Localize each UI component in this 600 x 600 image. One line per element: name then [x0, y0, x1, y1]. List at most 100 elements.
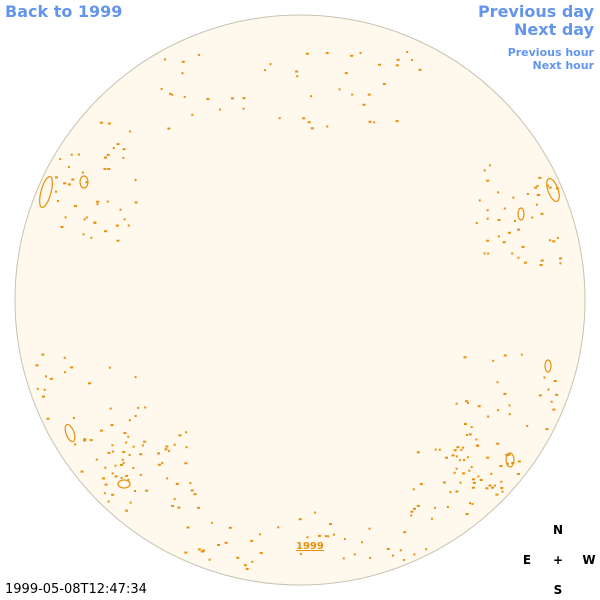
spot-mark [134, 490, 136, 492]
spot-mark [546, 184, 549, 187]
spot-mark [373, 121, 376, 124]
spot-mark [57, 200, 59, 202]
spot-mark [368, 120, 372, 123]
spot-mark [477, 405, 481, 408]
spot-mark [552, 408, 556, 411]
spot-mark [547, 388, 550, 391]
spot-mark [469, 502, 471, 505]
spot-mark [109, 407, 112, 410]
spot-mark [445, 456, 448, 459]
spot-mark [478, 199, 481, 202]
spot-mark [299, 552, 302, 555]
spot-mark [344, 72, 348, 75]
compass-east: E [522, 553, 532, 567]
spot-mark [122, 451, 126, 453]
spot-mark [556, 237, 559, 239]
spot-mark [145, 489, 149, 492]
spot-mark [490, 472, 493, 475]
spot-mark [137, 406, 140, 409]
spot-mark [114, 464, 117, 467]
spot-mark [120, 463, 123, 466]
spot-mark [70, 366, 74, 369]
spot-mark [540, 259, 544, 262]
spot-mark [508, 413, 511, 416]
spot-mark [442, 481, 446, 484]
spot-mark [161, 461, 164, 464]
previous-day-link[interactable]: Previous day [477, 2, 594, 21]
spot-mark [559, 262, 562, 265]
spot-mark [497, 219, 501, 221]
spot-mark [185, 431, 188, 434]
spot-mark [458, 459, 461, 462]
spot-mark [506, 462, 509, 465]
spot-mark [470, 426, 473, 428]
spot-mark [476, 444, 479, 447]
spot-mark [463, 356, 467, 359]
spot-mark [67, 165, 70, 168]
spot-mark [202, 549, 206, 552]
spot-mark [412, 488, 415, 491]
contour [517, 207, 525, 221]
spot-mark [127, 435, 130, 438]
spot-mark [540, 212, 544, 215]
spot-mark [332, 533, 335, 536]
compass-north: N [552, 523, 564, 537]
spot-mark [471, 486, 475, 489]
spot-mark [122, 461, 125, 464]
spot-mark [143, 440, 147, 443]
back-link[interactable]: Back to 1999 [5, 2, 123, 21]
spot-mark [451, 454, 455, 457]
spot-mark [464, 423, 467, 425]
spot-mark [90, 236, 93, 239]
next-hour-link[interactable]: Next hour [532, 59, 595, 72]
spot-mark [399, 549, 402, 552]
spot-mark [190, 489, 194, 492]
spot-mark [359, 52, 362, 55]
spot-mark [511, 252, 514, 255]
spot-mark [419, 483, 423, 486]
spot-mark [538, 176, 542, 179]
spot-mark [63, 356, 66, 359]
spot-mark [59, 158, 62, 161]
spot-mark [495, 493, 499, 496]
spot-mark [500, 480, 503, 483]
spot-mark [269, 63, 272, 66]
next-day-link[interactable]: Next day [514, 20, 594, 39]
spot-mark [157, 452, 161, 455]
spot-mark [531, 216, 534, 219]
spot-mark [111, 444, 114, 447]
spot-mark [306, 536, 309, 539]
spot-mark [353, 553, 356, 556]
spot-mark [141, 444, 144, 447]
spot-mark [96, 203, 99, 206]
spot-mark [310, 127, 314, 130]
spot-mark [367, 93, 371, 96]
spot-mark [125, 441, 128, 444]
spot-mark [369, 556, 372, 559]
spot-mark [402, 559, 405, 561]
contour [505, 452, 515, 468]
spot-mark [517, 460, 521, 463]
year-link[interactable]: 1999 [296, 541, 324, 552]
spot-mark [463, 459, 466, 462]
spot-mark [318, 534, 321, 537]
spot-mark [302, 117, 306, 120]
spot-mark [45, 375, 48, 378]
spot-mark [123, 218, 126, 221]
previous-hour-link[interactable]: Previous hour [507, 46, 594, 59]
spot-mark [116, 143, 120, 146]
spot-mark [242, 107, 245, 110]
compass-west: W [582, 553, 596, 567]
spot-mark [67, 183, 71, 186]
spot-mark [496, 442, 500, 445]
spot-mark [81, 171, 84, 174]
spot-mark [127, 224, 130, 227]
spot-mark [350, 54, 354, 57]
spot-mark [184, 551, 188, 554]
spot-mark [491, 486, 494, 489]
spot-mark [88, 382, 91, 385]
spot-mark [175, 482, 179, 485]
spot-mark [467, 401, 469, 404]
spot-mark [89, 439, 93, 442]
